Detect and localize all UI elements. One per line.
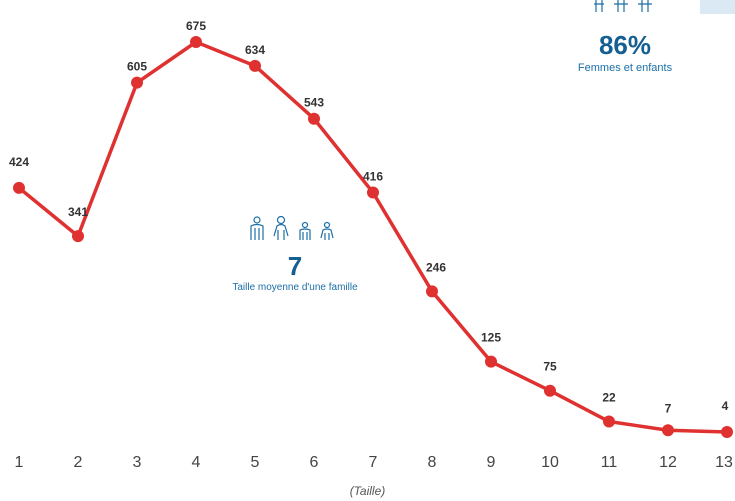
data-point [72, 230, 84, 243]
data-label: 7 [665, 401, 672, 415]
data-label-layer: 424 341 605 675 634 543 416 246 125 75 22 7 4 [9, 19, 729, 415]
series-layer [13, 36, 733, 438]
x-tick-label: 6 [310, 454, 319, 471]
data-point [190, 36, 202, 48]
stat-caption: Femmes et enfants [577, 62, 673, 74]
data-label: 341 [68, 205, 88, 219]
data-point [603, 415, 615, 428]
x-axis-title: (Taille) [349, 484, 386, 498]
stat-value: 86% [598, 30, 652, 60]
x-tick-label: 1 [15, 454, 24, 471]
data-label: 22 [602, 391, 616, 405]
x-tick-label: 7 [369, 454, 378, 471]
stat-caption: Taille moyenne d'une famille [232, 282, 358, 293]
data-label: 543 [304, 96, 324, 110]
stat-women-children: 86% Femmes et enfants [560, 0, 690, 74]
x-tick-label: 3 [133, 454, 142, 471]
highlight-box [700, 0, 735, 14]
x-tick-label: 5 [251, 454, 260, 471]
data-point [544, 384, 556, 397]
data-label: 246 [426, 260, 446, 274]
data-label: 125 [481, 331, 501, 345]
data-label: 634 [245, 43, 265, 57]
family-icon [250, 216, 334, 240]
data-label: 4 [722, 399, 729, 413]
data-label: 424 [9, 155, 29, 169]
x-tick-label: 9 [487, 454, 496, 471]
data-point [249, 59, 261, 72]
x-tick-layer: 1 2 3 4 5 6 7 8 9 10 11 12 13 [15, 454, 733, 471]
data-point [426, 285, 438, 298]
data-point [367, 186, 379, 199]
x-tick-label: 4 [192, 454, 201, 471]
data-label: 416 [363, 170, 383, 184]
data-label: 675 [186, 19, 206, 33]
data-point [662, 424, 674, 437]
x-tick-label: 12 [659, 454, 677, 471]
x-tick-label: 13 [715, 454, 733, 471]
stat-value: 7 [287, 251, 303, 281]
data-label: 75 [543, 360, 557, 374]
data-point [13, 181, 25, 194]
x-tick-label: 2 [74, 454, 83, 471]
data-point [308, 112, 320, 125]
x-tick-label: 10 [541, 454, 559, 471]
stat-avg-family: 7 Taille moyenne d'une famille [230, 214, 360, 294]
x-tick-label: 8 [428, 454, 437, 471]
family-icon [594, 0, 652, 12]
data-label: 605 [127, 60, 147, 74]
data-point [485, 355, 497, 368]
series-line [17, 40, 728, 434]
x-tick-label: 11 [601, 454, 618, 471]
data-point [131, 76, 143, 89]
data-point [721, 426, 733, 438]
